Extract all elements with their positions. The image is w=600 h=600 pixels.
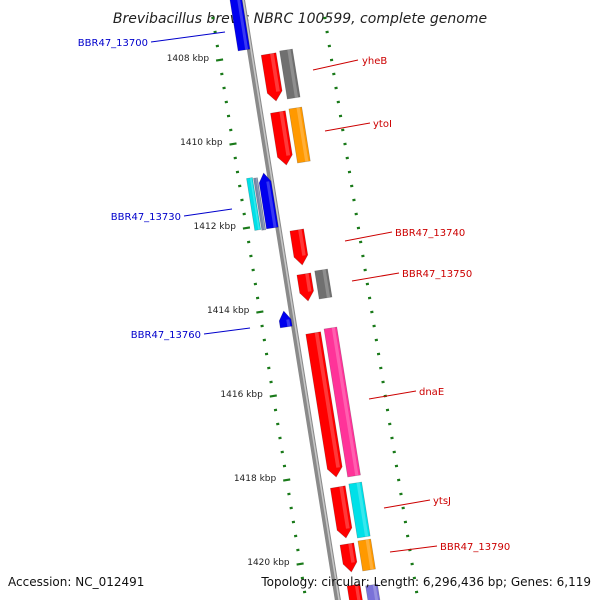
gene-bottom-red [346, 583, 363, 600]
reverse-gene-leader [150, 31, 226, 43]
reverse-gene-label: BBR47_13730 [111, 212, 181, 223]
gene-bbr47-13730 [258, 172, 279, 230]
gene-bbr47-13750-partner [314, 268, 333, 300]
gene-bbr47-13790-partner [357, 538, 376, 572]
forward-gene-leader [389, 545, 438, 553]
gene-bbr47-13730-shade [266, 181, 277, 228]
gene-bbr47-13760-shade [286, 319, 291, 327]
gene-bottom-red-shade [354, 584, 361, 600]
gene-bbr47-13760 [278, 310, 293, 329]
gene-dnaE-partner-shade [331, 327, 359, 476]
kbp-label: 1408 kbp [167, 54, 210, 64]
gene-yheB-shade [270, 53, 280, 92]
forward-gene-leader [383, 499, 431, 509]
gene-ytoI [270, 110, 293, 166]
reverse-gene-leader [203, 327, 251, 335]
gene-yheB-partner [279, 48, 301, 100]
tick-marks: 1408 kbp 1410 kbp 1412 kbp 1414 kbp 1416 kbp… [167, 16, 419, 594]
forward-gene-leader [368, 390, 417, 400]
gene-ytoI-shade [279, 111, 291, 156]
gene-bbr47-13750-shade [305, 273, 312, 292]
gene-bottom-violet-shade [372, 584, 379, 600]
gene-bbr47-13790 [339, 542, 358, 573]
major-tick [283, 478, 291, 482]
kbp-label: 1412 kbp [194, 222, 237, 232]
gene-bbr47-13730-cyan [246, 177, 262, 231]
gene-bottom-violet [365, 583, 381, 600]
gene-bbr47-13730-stripe [253, 177, 267, 231]
topology-text: Topology: circular; Length: 6,296,436 bp… [260, 575, 591, 589]
forward-gene-leader [312, 59, 359, 71]
major-tick [269, 394, 277, 398]
major-tick [242, 226, 251, 230]
genome-title: Brevibacillus brevis NBRC 100599, comple… [113, 11, 487, 27]
forward-gene-label: yheB [362, 56, 387, 67]
forward-gene-label: BBR47_13740 [395, 228, 465, 239]
major-tick [215, 58, 224, 62]
gene-ytsJ-partner [348, 481, 371, 539]
backbone-line [238, 0, 341, 600]
kbp-label: 1414 kbp [207, 306, 250, 316]
reverse-gene-leader [183, 208, 233, 217]
forward-gene-label: BBR47_13790 [440, 542, 510, 553]
gene-bbr47-13700 [229, 0, 251, 52]
gene-ytoI-partner-shade [296, 107, 309, 162]
forward-gene-label: BBR47_13750 [402, 269, 472, 280]
gene-bbr47-13700-shade [237, 0, 249, 50]
reverse-gene-label: BBR47_13700 [78, 38, 148, 49]
kbp-label: 1416 kbp [220, 390, 263, 400]
kbp-label: 1410 kbp [180, 138, 223, 148]
gene-features [229, 0, 381, 600]
gene-dnaE-shade [314, 332, 340, 468]
gene-bbr47-13740 [289, 228, 309, 266]
gene-ytsJ-partner-shade [356, 482, 369, 537]
gene-bbr47-13790-shade [348, 543, 355, 563]
backbone-highlight [242, 0, 340, 600]
forward-gene-label: dnaE [419, 387, 444, 398]
major-tick [296, 562, 304, 566]
gene-labels: yheB ytoI BBR47_13740 BBR47_13750 dnaE ytsJ BB… [78, 31, 510, 553]
forward-gene-label: ytoI [373, 119, 392, 130]
reverse-gene-label: BBR47_13760 [131, 330, 201, 341]
genome-backbone [238, 0, 341, 600]
gene-ytsJ-shade [339, 486, 350, 529]
gene-bbr47-13750-partner-shade [322, 269, 331, 298]
forward-gene-label: ytsJ [433, 496, 451, 507]
gene-dnaE-partner [323, 326, 361, 478]
gene-ytoI-partner [288, 106, 311, 164]
gene-yheB [260, 52, 283, 102]
forward-gene-leader [324, 122, 371, 132]
gene-dnaE [305, 331, 343, 478]
forward-gene-leader [351, 272, 400, 282]
gene-bbr47-13790-partner-shade [365, 539, 374, 570]
gene-bbr47-13750 [296, 272, 314, 302]
gene-bbr47-13740-shade [298, 229, 306, 256]
kbp-label: 1420 kbp [247, 558, 290, 568]
gene-ytsJ [330, 485, 353, 539]
gene-yheB-partner-shade [287, 49, 299, 98]
gene-bbr47-13730-cyan-shade [250, 177, 260, 230]
gene-bbr47-13730-stripe-shade [255, 177, 266, 230]
forward-gene-leader [344, 231, 393, 242]
kbp-label: 1418 kbp [234, 474, 277, 484]
major-tick [256, 310, 264, 314]
major-tick [229, 142, 237, 146]
accession-text: Accession: NC_012491 [8, 575, 144, 589]
